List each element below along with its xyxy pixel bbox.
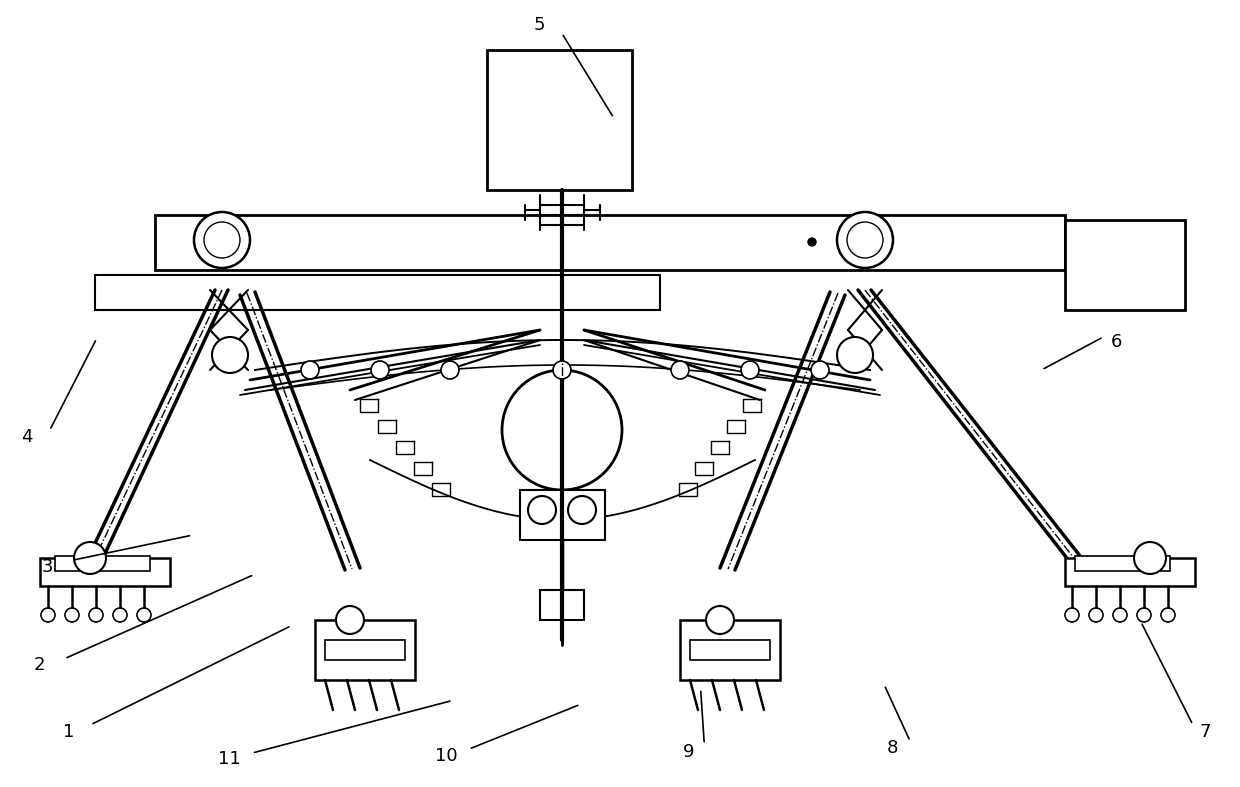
Circle shape — [528, 496, 556, 524]
Circle shape — [811, 361, 830, 379]
Circle shape — [568, 496, 596, 524]
Circle shape — [74, 542, 105, 574]
Circle shape — [41, 608, 55, 622]
Text: 7: 7 — [1199, 723, 1211, 741]
Bar — [1075, 556, 1171, 571]
Bar — [1065, 558, 1195, 586]
Circle shape — [64, 608, 79, 622]
Circle shape — [837, 212, 893, 268]
Text: 4: 4 — [21, 428, 33, 445]
Circle shape — [441, 361, 459, 379]
Bar — [487, 50, 632, 190]
Bar — [315, 620, 415, 680]
Circle shape — [301, 361, 319, 379]
Circle shape — [671, 361, 689, 379]
Bar — [680, 620, 780, 680]
Circle shape — [1114, 608, 1127, 622]
Bar — [520, 490, 605, 540]
Bar — [689, 640, 770, 660]
Text: 6: 6 — [1110, 334, 1122, 351]
Circle shape — [502, 370, 622, 490]
Circle shape — [553, 361, 570, 379]
Bar — [1065, 220, 1185, 310]
Bar — [40, 558, 170, 586]
Circle shape — [808, 238, 816, 246]
Circle shape — [193, 212, 250, 268]
Text: 10: 10 — [435, 747, 458, 764]
Text: 9: 9 — [682, 743, 694, 760]
Circle shape — [847, 222, 883, 258]
Bar — [55, 556, 150, 571]
Circle shape — [1161, 608, 1176, 622]
Text: 3: 3 — [41, 558, 53, 575]
Circle shape — [205, 222, 241, 258]
Text: 1: 1 — [62, 723, 74, 741]
Bar — [539, 590, 584, 620]
Circle shape — [1065, 608, 1079, 622]
Text: 8: 8 — [887, 739, 899, 756]
Bar — [155, 215, 1065, 270]
Circle shape — [1089, 608, 1104, 622]
Text: 11: 11 — [218, 751, 241, 768]
Circle shape — [89, 608, 103, 622]
Circle shape — [1137, 608, 1151, 622]
Bar — [95, 275, 660, 310]
Text: 5: 5 — [533, 17, 546, 34]
Circle shape — [742, 361, 759, 379]
Circle shape — [336, 606, 365, 634]
Circle shape — [1135, 542, 1166, 574]
Circle shape — [212, 337, 248, 373]
Circle shape — [706, 606, 734, 634]
Circle shape — [136, 608, 151, 622]
Bar — [325, 640, 405, 660]
Circle shape — [837, 337, 873, 373]
Text: 2: 2 — [33, 656, 46, 674]
Circle shape — [113, 608, 126, 622]
Circle shape — [371, 361, 389, 379]
